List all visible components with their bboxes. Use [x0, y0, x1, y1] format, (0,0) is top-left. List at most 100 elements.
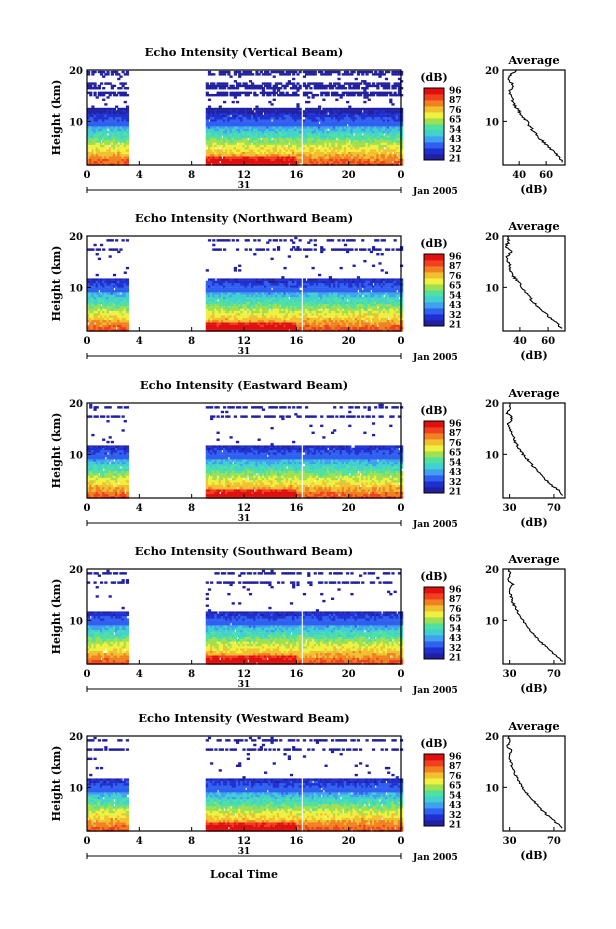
heatmap-cell	[233, 124, 237, 127]
heatmap-cell	[302, 144, 307, 148]
heatmap-cell	[270, 306, 274, 309]
heatmap-cell	[223, 294, 227, 298]
heatmap-cell	[235, 320, 240, 323]
heatmap-cell	[328, 121, 332, 125]
heatmap-cell	[266, 320, 270, 323]
heatmap-cell	[337, 142, 341, 145]
heatmap-cell	[272, 124, 276, 127]
heatmap-cell	[257, 160, 261, 164]
heatmap-cell	[333, 110, 337, 113]
heatmap-cell	[397, 156, 402, 159]
heatmap-cell	[97, 160, 101, 164]
heatmap-cell	[238, 301, 242, 304]
heatmap-cell	[104, 124, 108, 127]
heatmap-cell	[117, 149, 121, 152]
heatmap-cell	[87, 154, 91, 157]
heatmap-cell	[389, 121, 393, 125]
heatmap-cell	[246, 112, 250, 115]
panel-1: Echo Intensity (Northward Beam)0 4 8 12 16 20…	[50, 211, 566, 363]
heatmap-cell	[371, 135, 376, 138]
heatmap-cell	[378, 137, 382, 141]
heatmap-cell	[117, 301, 121, 304]
heatmap-cell	[371, 144, 376, 148]
heatmap-cell	[276, 158, 281, 162]
heatmap-cell	[330, 142, 335, 145]
heatmap-cell	[244, 296, 248, 300]
heatmap-cell	[117, 119, 121, 122]
heatmap-cell	[285, 285, 289, 288]
heatmap-cell	[257, 292, 261, 295]
heatmap-cell	[246, 114, 250, 118]
heatmap-cell	[268, 326, 272, 330]
heatmap-cell	[99, 114, 104, 118]
heatmap-cell	[91, 248, 95, 251]
heatmap-cell	[248, 308, 253, 311]
heatmap-cell	[220, 91, 225, 95]
heatmap-cell	[292, 117, 296, 120]
heatmap-cell	[272, 117, 276, 120]
heatmap-cell	[93, 128, 97, 132]
heatmap-cell	[302, 154, 307, 157]
heatmap-cell	[305, 317, 309, 321]
heatmap-cell	[97, 248, 101, 251]
heatmap-cell	[255, 313, 259, 316]
heatmap-cell	[255, 278, 259, 281]
heatmap-cell	[125, 301, 130, 304]
heatmap-cell	[296, 128, 300, 132]
heatmap-cell	[369, 133, 373, 136]
heatmap-cell	[315, 135, 320, 138]
heatmap-cell	[91, 278, 95, 281]
heatmap-cell	[216, 137, 220, 141]
heatmap-cell	[337, 93, 341, 97]
heatmap-cell	[235, 128, 240, 132]
heatmap-cell	[244, 121, 248, 125]
heatmap-cell	[341, 147, 345, 150]
heatmap-cell	[279, 126, 283, 129]
heatmap-cell	[108, 156, 112, 159]
heatmap-cell	[324, 114, 328, 118]
heatmap-cell	[223, 290, 227, 293]
heatmap-cell	[395, 117, 399, 120]
heatmap-cell	[352, 130, 356, 134]
heatmap-cell	[248, 91, 253, 95]
heatmap-cell	[378, 135, 382, 138]
heatmap-cell	[248, 70, 253, 74]
heatmap-cell	[251, 292, 255, 295]
heatmap-cell	[382, 154, 386, 157]
heatmap-cell	[343, 112, 348, 115]
heatmap-cell	[287, 278, 291, 281]
heatmap-cell	[302, 137, 307, 141]
heatmap-cell	[242, 285, 246, 288]
heatmap-cell	[207, 299, 212, 302]
heatmap-cell	[302, 119, 307, 122]
heatmap-cell	[102, 151, 106, 155]
heatmap-cell	[251, 82, 255, 85]
heatmap-cell	[255, 149, 259, 152]
heatmap-cell	[93, 154, 97, 157]
heatmap-cell	[309, 278, 313, 281]
heatmap-cell	[311, 154, 315, 157]
heatmap-cell	[391, 126, 395, 129]
heatmap-cell	[268, 299, 272, 302]
heatmap-cell	[123, 91, 127, 95]
heatmap-cell	[251, 110, 255, 113]
heatmap-cell	[218, 73, 222, 76]
heatmap-cell	[369, 84, 373, 88]
heatmap-cell	[220, 239, 225, 242]
heatmap-cell	[244, 93, 248, 97]
heatmap-cell	[279, 73, 283, 76]
heatmap-cell	[240, 294, 244, 298]
heatmap-cell	[251, 84, 255, 88]
heatmap-cell	[214, 299, 218, 302]
heatmap-cell	[110, 310, 114, 314]
heatmap-cell	[352, 160, 356, 164]
heatmap-cell	[251, 322, 255, 325]
heatmap-cell	[393, 93, 397, 97]
heatmap-cell	[99, 124, 104, 127]
heatmap-cell	[261, 306, 266, 309]
heatmap-cell	[255, 93, 259, 97]
heatmap-cell	[309, 292, 313, 295]
heatmap-cell	[382, 84, 386, 88]
heatmap-cell	[274, 128, 279, 132]
heatmap-cell	[264, 119, 268, 122]
